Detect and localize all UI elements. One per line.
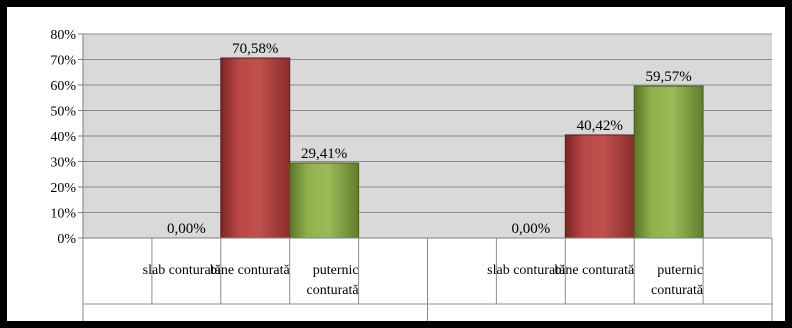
category-label: bine conturată (210, 263, 290, 278)
data-label: 59,57% (646, 69, 692, 85)
category-label: puternic (313, 263, 359, 278)
y-tick-label: 70% (50, 54, 76, 69)
labels: 0% 10% 20% 30% 40% 50% 60% 70% 80% 0,00% slab cont… (50, 28, 704, 321)
y-tick-label: 60% (50, 79, 76, 94)
bar-chart: 0% 10% 20% 30% 40% 50% 60% 70% 80% 0,00% slab cont… (7, 7, 785, 321)
bar (220, 57, 291, 239)
category-label: slab conturată (487, 263, 566, 278)
data-label: 0,00% (167, 221, 206, 237)
category-label: conturată (651, 283, 704, 298)
y-tick-label: 80% (50, 28, 76, 43)
data-label: 29,41% (301, 146, 347, 162)
y-tick-label: 30% (50, 156, 76, 171)
y-tick-label: 20% (50, 181, 76, 196)
group-label: Cl. Ia (584, 320, 616, 321)
bar (289, 162, 360, 239)
category-label: slab conturată (143, 263, 222, 278)
data-label: 70,58% (232, 41, 278, 57)
category-label: bine conturată (555, 263, 635, 278)
data-label: 0,00% (511, 221, 550, 237)
bar (564, 134, 635, 239)
bar (633, 85, 704, 239)
group-label: Cl. I (243, 320, 268, 321)
y-tick-label: 40% (50, 130, 76, 145)
axes (78, 33, 773, 321)
bars (220, 57, 704, 239)
data-label: 40,42% (577, 118, 623, 134)
y-tick-label: 0% (57, 232, 76, 247)
category-label: conturată (307, 283, 360, 298)
y-tick-label: 50% (50, 105, 76, 120)
category-label: puternic (657, 263, 703, 278)
y-tick-label: 10% (50, 207, 76, 222)
